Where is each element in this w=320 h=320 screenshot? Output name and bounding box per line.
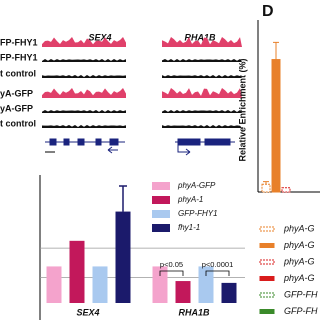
bar: [281, 187, 291, 193]
track-label: FP-FHY1: [0, 52, 38, 62]
legend-label: phyA-1: [177, 195, 203, 204]
legend-label: GFP-FHY1: [178, 209, 218, 218]
bar: [69, 240, 85, 303]
track-label: FP-FHY1: [0, 37, 38, 47]
legend-label: fhy1-1: [178, 223, 200, 232]
track: [42, 88, 126, 98]
track: [162, 37, 242, 47]
bar: [92, 266, 108, 303]
legend-label: GFP-FH: [284, 289, 318, 299]
y-axis-label: Relative Enrichment (%): [237, 58, 247, 161]
error-bar: [119, 185, 127, 212]
gene-title: RHA1B: [184, 32, 216, 42]
annotation: p<0.0001: [202, 260, 234, 269]
legend-swatch: [152, 210, 170, 218]
track: [42, 37, 126, 47]
annotation: p<0.05: [160, 260, 183, 269]
legend-label: phyA-G: [283, 273, 315, 283]
bar: [271, 59, 281, 193]
bar: [46, 266, 62, 303]
track-label: t control: [0, 118, 36, 128]
bar: [175, 281, 191, 303]
x-tick-label: RHA1B: [178, 307, 210, 317]
gene-model: [45, 138, 235, 156]
track: [42, 110, 126, 113]
track-label: t control: [0, 68, 36, 78]
bar: [152, 266, 168, 303]
error-bar: [273, 41, 279, 60]
legend-label: phyA-GFP: [177, 181, 216, 190]
bracket: [159, 270, 184, 276]
error-bar: [263, 181, 269, 185]
x-tick-label: SEX4: [76, 307, 99, 317]
track: [42, 75, 126, 78]
bar: [115, 211, 131, 303]
legend-swatch: [259, 259, 275, 265]
track: [162, 59, 242, 62]
track: [42, 59, 126, 62]
legend-swatch: [152, 196, 170, 204]
legend-swatch: [152, 224, 170, 232]
legend-label: GFP-FH: [284, 306, 318, 316]
track: [162, 75, 242, 78]
bar: [198, 266, 214, 303]
track: [42, 125, 126, 128]
legend-swatch: [259, 276, 275, 281]
legend-label: phyA-G: [283, 256, 315, 266]
legend-swatch: [259, 226, 275, 232]
track: [162, 110, 242, 113]
legend-swatch: [259, 292, 275, 298]
track: [162, 88, 242, 98]
bar: [261, 183, 271, 193]
track-label: yA-GFP: [0, 88, 33, 98]
track-label: yA-GFP: [0, 103, 33, 113]
legend-label: phyA-G: [283, 223, 315, 233]
legend-swatch: [259, 243, 275, 248]
bar: [221, 282, 237, 303]
legend-label: phyA-G: [283, 240, 315, 250]
panel-letter: D: [262, 3, 274, 20]
bracket: [205, 270, 230, 276]
track: [162, 125, 242, 128]
gene-title: SEX4: [88, 32, 111, 42]
legend-swatch: [259, 309, 275, 314]
legend-swatch: [152, 182, 170, 190]
